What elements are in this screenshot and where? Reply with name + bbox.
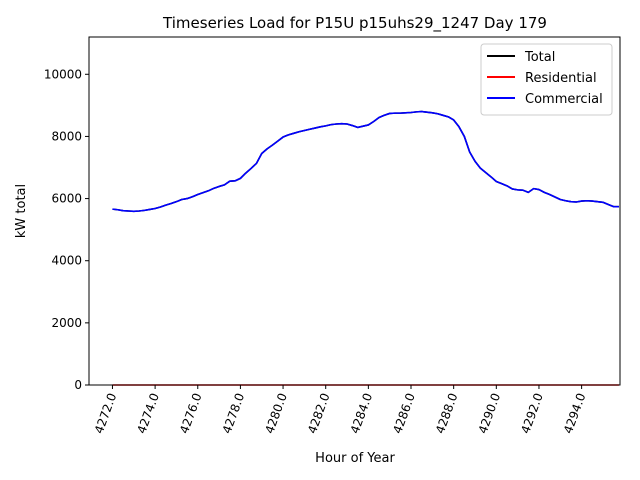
x-tick-label: 4282.0 bbox=[305, 391, 333, 435]
x-tick-label: 4286.0 bbox=[390, 391, 418, 435]
legend-label-total: Total bbox=[524, 50, 555, 65]
legend-label-residential: Residential bbox=[525, 71, 597, 86]
y-tick-label: 4000 bbox=[51, 254, 82, 268]
x-tick-label: 4284.0 bbox=[348, 391, 376, 435]
y-tick-label: 0 bbox=[74, 378, 82, 392]
x-tick-label: 4294.0 bbox=[561, 391, 589, 435]
y-axis-label: kW total bbox=[14, 184, 29, 238]
chart-title: Timeseries Load for P15U p15uhs29_1247 D… bbox=[162, 14, 547, 33]
x-tick-label: 4276.0 bbox=[177, 391, 205, 435]
y-axis-ticks: 0 2000 4000 6000 8000 10000 bbox=[44, 67, 89, 392]
series-line-commercial bbox=[112, 110, 619, 213]
y-tick-label: 10000 bbox=[44, 67, 82, 81]
series-layer bbox=[112, 110, 619, 386]
x-axis-ticks: 4272.0 4274.0 4276.0 4278.0 4280.0 4282.0 4284… bbox=[92, 385, 589, 435]
x-tick-label: 4290.0 bbox=[476, 391, 504, 435]
x-tick-label: 4278.0 bbox=[220, 391, 248, 435]
x-tick-label: 4274.0 bbox=[134, 391, 162, 435]
series-line-total bbox=[112, 110, 619, 213]
x-tick-label: 4280.0 bbox=[262, 391, 290, 435]
plot-area-frame bbox=[88, 36, 621, 386]
y-tick-label: 8000 bbox=[51, 129, 82, 143]
x-tick-label: 4272.0 bbox=[92, 391, 120, 435]
x-tick-label: 4288.0 bbox=[433, 391, 461, 435]
y-tick-label: 2000 bbox=[51, 316, 82, 330]
y-tick-label: 6000 bbox=[51, 192, 82, 206]
legend-label-commercial: Commercial bbox=[525, 92, 603, 107]
chart-legend: Total Residential Commercial bbox=[480, 43, 613, 116]
x-tick-label: 4292.0 bbox=[518, 391, 546, 435]
x-axis-label: Hour of Year bbox=[315, 451, 395, 466]
